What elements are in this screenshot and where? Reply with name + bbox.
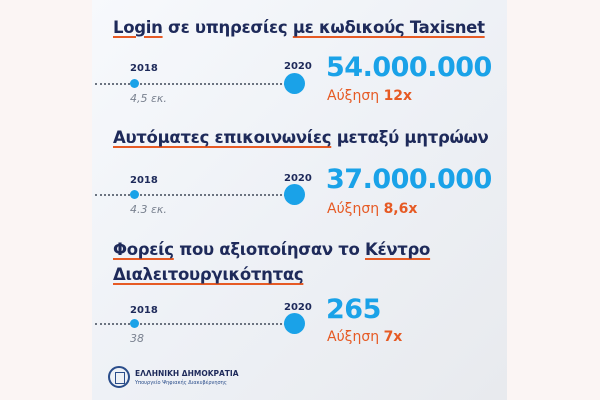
dot-2018 bbox=[130, 79, 139, 88]
section-3-title-line2: Διαλειτουργικότητας bbox=[113, 265, 304, 284]
increase-value: 7x bbox=[383, 329, 403, 345]
dot-2018 bbox=[130, 319, 139, 328]
section-2-title: Αυτόματες επικοινωνίες μεταξύ μητρώων bbox=[113, 128, 489, 147]
increase-value: 12x bbox=[383, 88, 413, 104]
increase-label: Αύξηση bbox=[327, 329, 380, 345]
increase-label: Αύξηση bbox=[327, 88, 380, 104]
title-part: Διαλειτουργικότητας bbox=[113, 265, 304, 284]
greek-emblem-logo bbox=[108, 366, 130, 388]
dot-2018 bbox=[130, 190, 139, 199]
section-1-title: Login σε υπηρεσίες με κωδικούς Taxisnet bbox=[113, 18, 485, 37]
title-part: που αξιοποίησαν το bbox=[173, 240, 365, 259]
year-to: 2020 bbox=[284, 61, 312, 72]
dot-2020 bbox=[284, 73, 305, 94]
new-value: 54.000.000 bbox=[326, 52, 492, 83]
title-part: σε υπηρεσίες bbox=[162, 18, 293, 37]
title-part: Φορείς bbox=[113, 240, 174, 259]
increase: Αύξηση 8,6x bbox=[327, 201, 417, 217]
timeline bbox=[95, 194, 290, 196]
title-part: μεταξύ μητρώων bbox=[331, 128, 489, 147]
ministry-name: Υπουργείο Ψηφιακής Διακυβέρνησης bbox=[135, 380, 227, 386]
section-3-title: Φορείς που αξιοποίησαν το Κέντρο bbox=[113, 240, 430, 259]
year-to: 2020 bbox=[284, 302, 312, 313]
year-from: 2018 bbox=[130, 63, 158, 74]
year-from: 2018 bbox=[130, 305, 158, 316]
org-name: ΕΛΛΗΝΙΚΗ ΔΗΜΟΚΡΑΤΙΑ bbox=[135, 369, 239, 378]
old-value: 4,5 εκ. bbox=[130, 92, 167, 105]
dot-2020 bbox=[284, 313, 305, 334]
title-part: Κέντρο bbox=[365, 240, 431, 259]
year-from: 2018 bbox=[130, 175, 158, 186]
title-part: Login bbox=[113, 18, 163, 37]
new-value: 265 bbox=[326, 294, 381, 325]
old-value: 4.3 εκ. bbox=[130, 203, 167, 216]
timeline bbox=[95, 83, 290, 85]
increase-label: Αύξηση bbox=[327, 201, 380, 217]
year-to: 2020 bbox=[284, 173, 312, 184]
increase: Αύξηση 12x bbox=[327, 88, 412, 104]
title-part: με κωδικούς Taxisnet bbox=[292, 18, 485, 37]
title-part: Αυτόματες επικοινωνίες bbox=[113, 128, 332, 147]
increase-value: 8,6x bbox=[383, 201, 418, 217]
increase: Αύξηση 7x bbox=[327, 329, 402, 345]
old-value: 38 bbox=[130, 332, 144, 345]
dot-2020 bbox=[284, 184, 305, 205]
new-value: 37.000.000 bbox=[326, 164, 492, 195]
timeline bbox=[95, 323, 290, 325]
